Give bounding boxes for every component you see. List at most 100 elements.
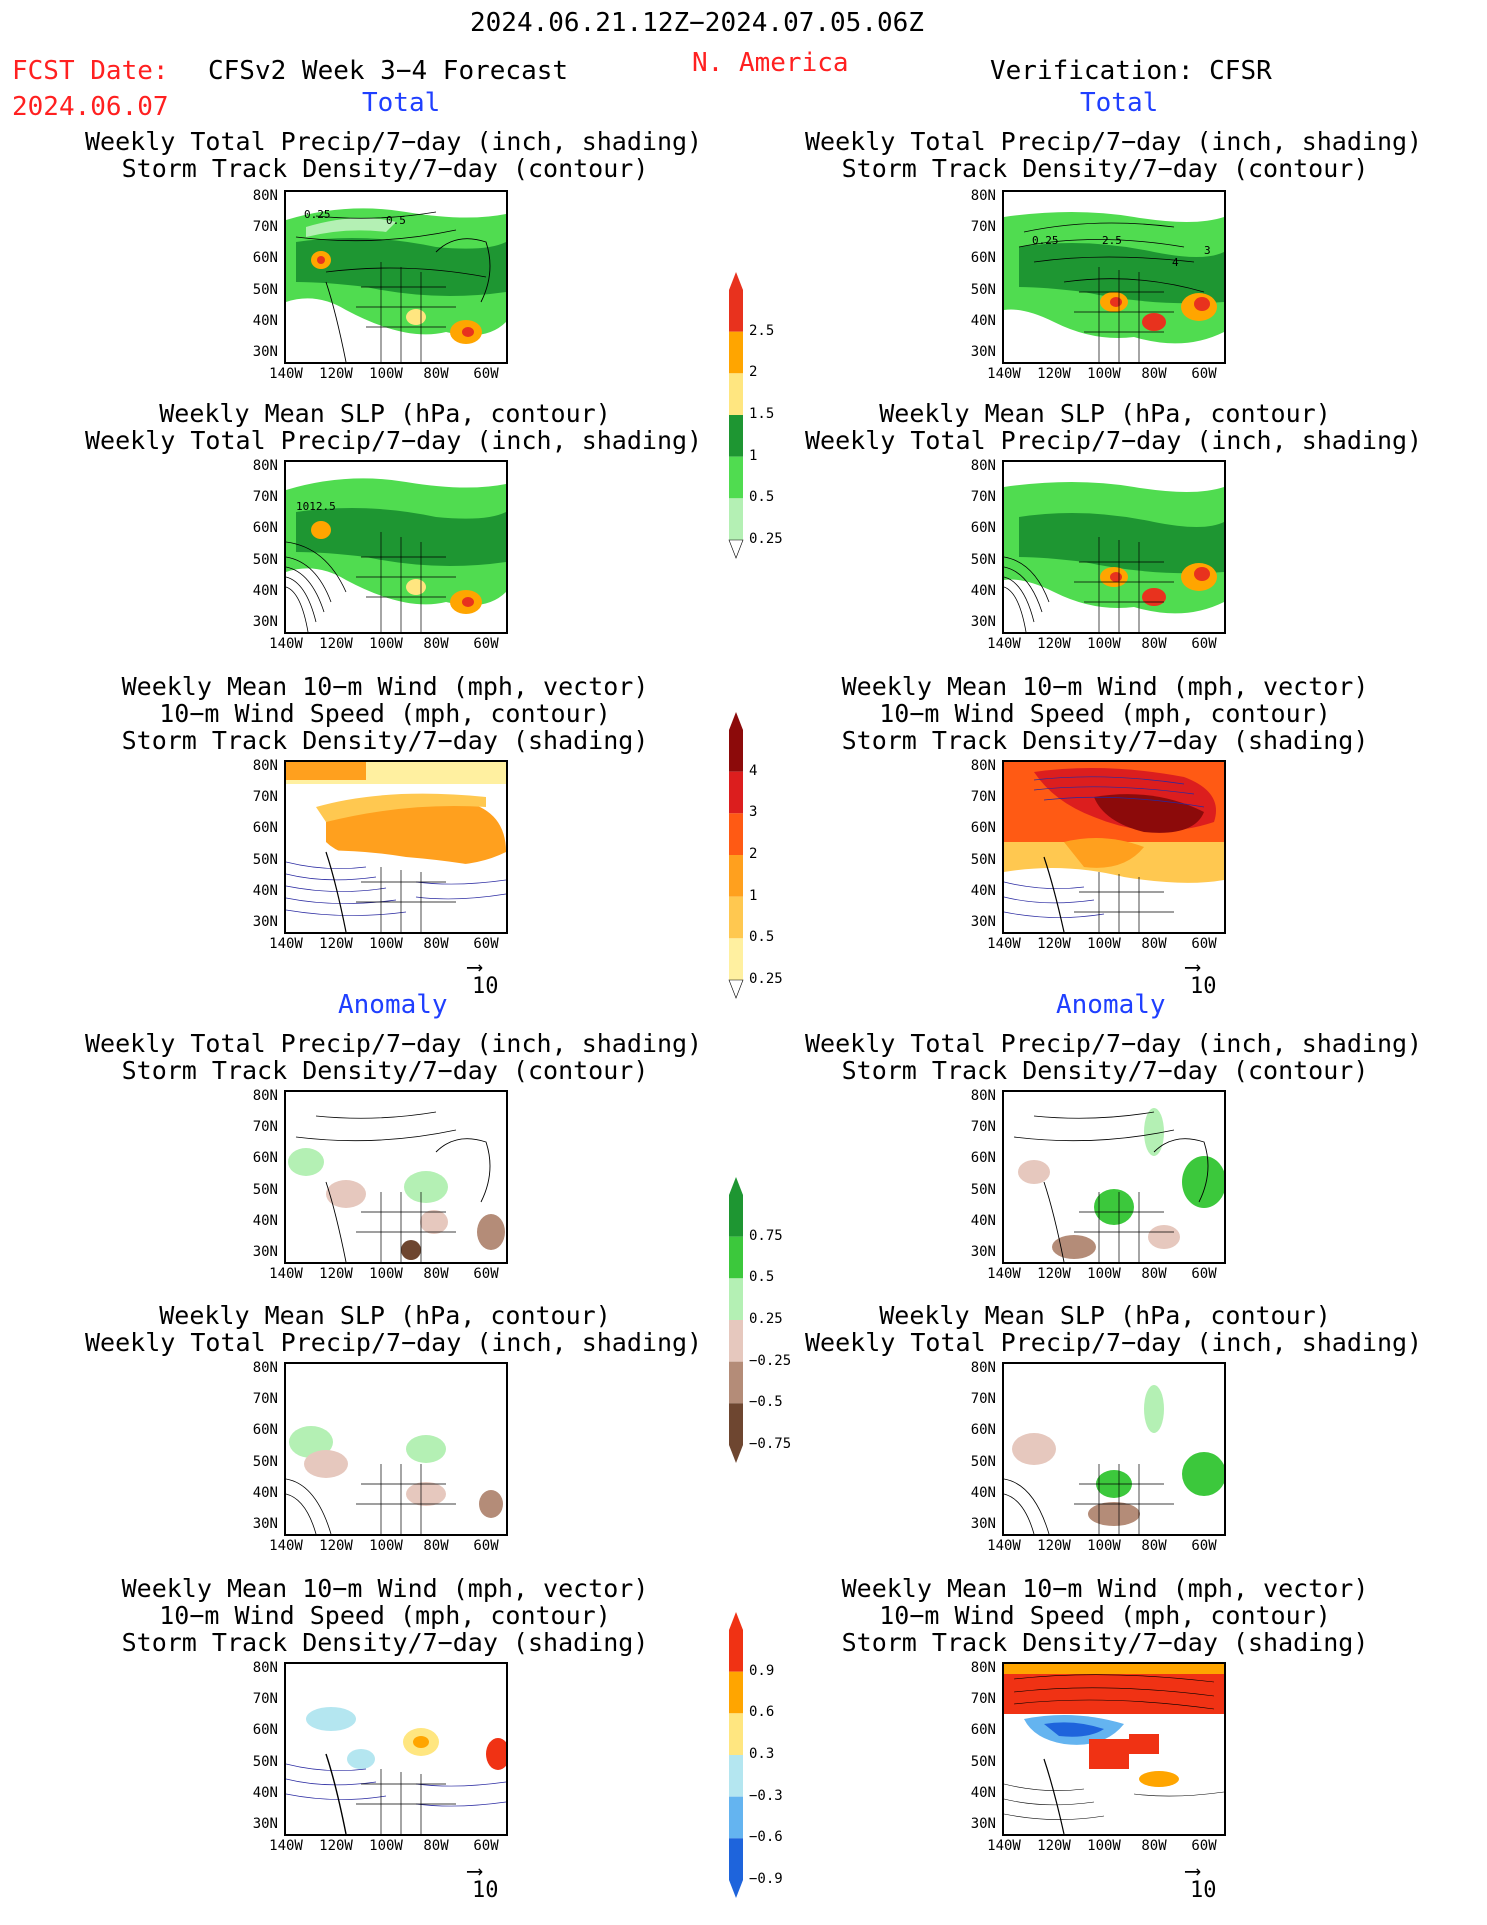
lat-tick-label: 30N (970, 344, 996, 360)
lon-tick-label: 100W (1087, 936, 1121, 952)
colorbar-segment (729, 456, 743, 499)
lat-tick-label: 40N (252, 312, 278, 329)
title-line: 10−m Wind Speed (mph, contour) (879, 1601, 1331, 1630)
arrow-icon: ⟶ (1186, 1859, 1200, 1884)
colorbar-segment (729, 1195, 743, 1237)
title-line: Weekly Total Precip/7−day (inch, shading… (805, 426, 1423, 455)
title-line: Weekly Mean SLP (hPa, contour) (159, 399, 611, 428)
colorbar-storm-total (728, 712, 744, 999)
lon-tick-label: 120W (1037, 1838, 1071, 1854)
title-line: Weekly Mean SLP (hPa, contour) (159, 1301, 611, 1330)
lat-tick-label: 60N (970, 250, 996, 267)
lat-tick-label: 60N (252, 1150, 278, 1167)
lon-tick-label: 80W (1141, 366, 1167, 382)
lat-tick-label: 80N (252, 1360, 278, 1376)
lat-tick-label: 70N (970, 489, 996, 506)
lon-tick-label: 120W (1037, 366, 1071, 382)
lon-tick-label: 100W (1087, 636, 1121, 652)
title-p6: Weekly Mean 10−m Wind (mph, vector) 10−m… (85, 1575, 685, 1656)
lat-tick-label: 80N (252, 758, 278, 774)
vector-ref-arrow: ⟶ 10 (468, 955, 499, 1000)
lat-tick-label: 70N (970, 1119, 996, 1136)
vector-ref-value: 10 (1190, 974, 1217, 999)
colorbar-bottom-arrow (729, 1445, 743, 1463)
lat-tick-label: 30N (970, 1516, 996, 1532)
lon-tick-label: 140W (269, 366, 303, 382)
lon-tick-label: 100W (369, 1838, 403, 1854)
lon-tick-label: 80W (423, 936, 449, 952)
colorbar-tick-label: −0.25 (749, 1352, 792, 1369)
lon-tick-label: 80W (1141, 1538, 1167, 1554)
lat-tick-label: 50N (970, 551, 996, 568)
colorbar-tick-label: 1.5 (749, 406, 775, 422)
colorbar-tick-label: 4 (749, 762, 758, 779)
colorbar-segment (729, 730, 743, 772)
lon-tick-label: 120W (319, 1266, 353, 1282)
title-line: Weekly Total Precip/7−day (inch, shading… (85, 426, 703, 455)
map-wind-storm-verif (1002, 760, 1226, 934)
colorbar-tick-label: 2 (749, 364, 758, 381)
colorbar-segment (729, 498, 743, 540)
lat-tick-label: 30N (970, 1816, 996, 1832)
colorbar-segment (729, 855, 743, 897)
lon-tick-label: 100W (1087, 1838, 1121, 1854)
colorbar-top-arrow (729, 272, 743, 290)
colorbar-segment (729, 1403, 743, 1445)
title-line: Weekly Mean 10−m Wind (mph, vector) (841, 672, 1369, 701)
colorbar-top-arrow (729, 1612, 743, 1630)
colorbar-segment (729, 1320, 743, 1362)
map-slp-precip-forecast: 1012.5 (284, 460, 508, 634)
contour-label: 0.5 (386, 214, 406, 227)
lon-tick-label: 120W (319, 636, 353, 652)
contour-label: 2.5 (1102, 234, 1122, 247)
title-line: Weekly Mean SLP (hPa, contour) (879, 399, 1331, 428)
colorbar-tick-label: 0.5 (749, 489, 775, 506)
lat-tick-label: 50N (970, 281, 996, 298)
colorbar-tick-label: 1 (749, 447, 758, 464)
colorbar-segment (729, 1796, 743, 1839)
lon-tick-label: 100W (369, 1538, 403, 1554)
lon-tick-label: 100W (369, 636, 403, 652)
lat-tick-label: 70N (970, 219, 996, 236)
lat-tick-label: 60N (970, 520, 996, 537)
lon-tick-label: 140W (987, 1538, 1021, 1554)
arrow-icon: ⟶ (468, 955, 482, 980)
lat-tick-label: 60N (252, 1722, 278, 1739)
lon-tick-label: 140W (269, 636, 303, 652)
colorbar-tick-label: 0.5 (749, 1269, 775, 1286)
title-line: 10−m Wind Speed (mph, contour) (159, 699, 611, 728)
section-anomaly-right: Anomaly (1056, 990, 1166, 1020)
lon-tick-label: 140W (987, 366, 1021, 382)
map-precip-anom-forecast (284, 1090, 508, 1264)
lon-tick-label: 60W (1191, 636, 1217, 652)
map-precip-storm-forecast: 0.25 0.5 (284, 190, 508, 364)
lat-tick-label: 30N (970, 614, 996, 630)
map-wind-anom-forecast (284, 1662, 508, 1836)
lat-tick-label: 30N (252, 1816, 278, 1832)
vector-ref-value: 10 (472, 1878, 499, 1903)
colorbar-bottom-arrow (728, 979, 744, 999)
lon-tick-label: 120W (319, 1538, 353, 1554)
lat-tick-label: 80N (970, 1660, 996, 1676)
lat-tick-label: 40N (252, 1484, 278, 1501)
lat-tick-label: 30N (252, 344, 278, 360)
section-total-left: Total (362, 88, 441, 118)
title-line: Storm Track Density/7−day (shading) (841, 726, 1369, 755)
lat-tick-label: 60N (252, 820, 278, 837)
region-title: N. America (692, 48, 849, 78)
lat-tick-label: 60N (252, 250, 278, 267)
lon-tick-label: 140W (269, 1266, 303, 1282)
lat-tick-label: 40N (970, 1784, 996, 1801)
lat-tick-label: 80N (970, 458, 996, 474)
lat-tick-label: 50N (970, 851, 996, 868)
section-anomaly-left: Anomaly (338, 990, 448, 1020)
lon-tick-label: 60W (473, 1266, 499, 1282)
lat-tick-label: 50N (252, 1753, 278, 1770)
colorbar-precip-total (728, 272, 744, 559)
lat-tick-label: 80N (252, 188, 278, 204)
title-p4: Weekly Total Precip/7−day (inch, shading… (85, 1030, 702, 1084)
lon-tick-label: 60W (473, 936, 499, 952)
vector-ref-arrow: ⟶ 10 (1186, 1859, 1217, 1904)
lat-tick-label: 70N (252, 1119, 278, 1136)
lon-tick-label: 60W (1191, 1538, 1217, 1554)
